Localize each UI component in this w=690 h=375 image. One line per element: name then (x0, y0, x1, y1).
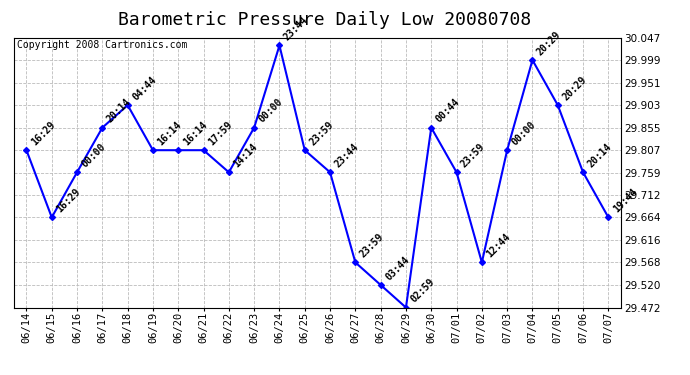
Text: 16:29: 16:29 (55, 187, 82, 214)
Text: 12:44: 12:44 (484, 232, 513, 260)
Text: 20:29: 20:29 (535, 29, 563, 57)
Text: 16:14: 16:14 (181, 120, 209, 147)
Text: 20:14: 20:14 (586, 142, 613, 170)
Text: 04:44: 04:44 (130, 75, 158, 102)
Text: 03:44: 03:44 (384, 254, 411, 282)
Text: 16:29: 16:29 (29, 120, 57, 147)
Text: 23:59: 23:59 (308, 120, 335, 147)
Text: 23:59: 23:59 (358, 232, 386, 260)
Text: 19:44: 19:44 (611, 187, 639, 214)
Text: Copyright 2008 Cartronics.com: Copyright 2008 Cartronics.com (17, 40, 187, 50)
Text: 14:14: 14:14 (232, 142, 259, 170)
Text: 23:59: 23:59 (460, 142, 487, 170)
Text: 00:00: 00:00 (80, 142, 108, 170)
Text: 00:00: 00:00 (510, 120, 538, 147)
Text: 23:44: 23:44 (282, 15, 310, 43)
Text: 00:44: 00:44 (434, 97, 462, 125)
Text: Barometric Pressure Daily Low 20080708: Barometric Pressure Daily Low 20080708 (118, 11, 531, 29)
Text: 16:14: 16:14 (156, 120, 184, 147)
Text: 02:59: 02:59 (408, 277, 437, 305)
Text: 20:14: 20:14 (105, 97, 133, 125)
Text: 00:00: 00:00 (257, 97, 285, 125)
Text: 20:29: 20:29 (560, 75, 589, 102)
Text: 23:44: 23:44 (333, 142, 361, 170)
Text: 17:59: 17:59 (206, 120, 234, 147)
